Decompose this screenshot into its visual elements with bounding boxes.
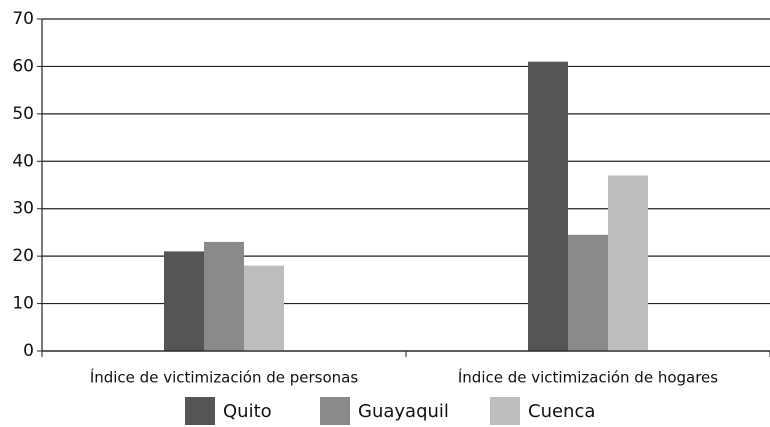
legend-label: Guayaquil (358, 401, 449, 422)
legend-label: Cuenca (528, 401, 595, 422)
legend-label: Quito (223, 401, 272, 422)
x-tick-label: Índice de victimización de hogares (458, 368, 718, 387)
legend-swatch (490, 397, 520, 425)
bar (568, 234, 608, 351)
y-tick-label: 50 (12, 104, 34, 124)
y-tick-label: 30 (12, 199, 34, 219)
legend-swatch (185, 397, 215, 425)
y-tick-label: 40 (12, 151, 34, 171)
y-tick-label: 10 (12, 294, 34, 314)
bar (608, 175, 648, 351)
y-tick-label: 0 (23, 341, 34, 361)
x-tick-label: Índice de victimización de personas (90, 368, 359, 387)
bar (204, 241, 244, 351)
legend-swatch (320, 397, 350, 425)
bar (244, 265, 284, 351)
bar (164, 251, 204, 351)
y-tick-label: 20 (12, 246, 34, 266)
y-tick-label: 70 (12, 9, 34, 29)
y-tick-label: 60 (12, 56, 34, 76)
bar (528, 61, 568, 351)
